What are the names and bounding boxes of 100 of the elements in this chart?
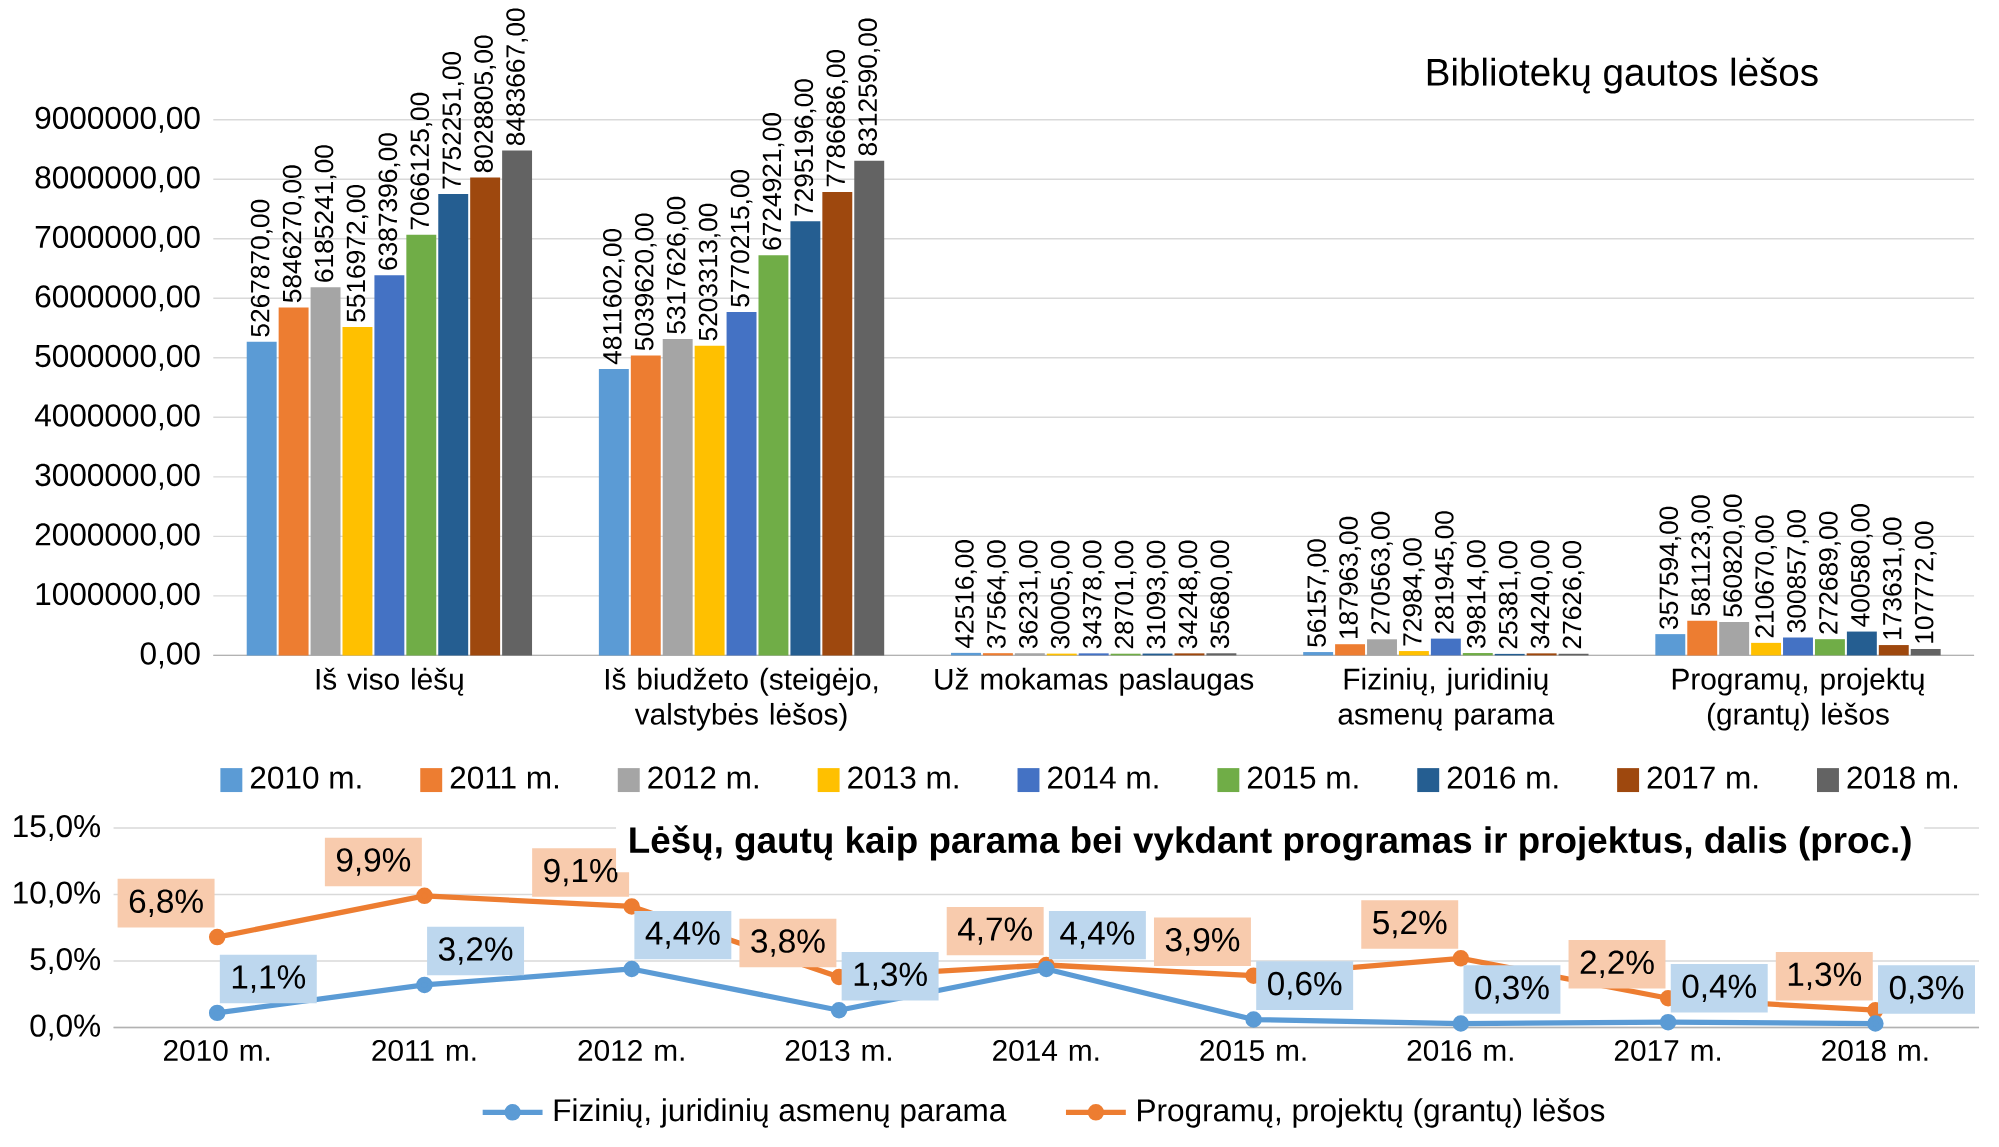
data-label: 4,7% xyxy=(957,917,1032,945)
point xyxy=(623,898,640,915)
bar xyxy=(1174,653,1205,656)
data-label: 30005,00 xyxy=(1050,540,1073,649)
y-tick-label: 15,0% xyxy=(14,814,101,841)
bar xyxy=(1655,634,1686,656)
y-tick-label: 8000000,00 xyxy=(35,166,200,193)
data-label: 6387396,00 xyxy=(378,133,401,270)
x-tick-label: 2014 m. xyxy=(993,1039,1099,1061)
legend-label: 2013 m. xyxy=(848,766,958,789)
data-label: 1,3% xyxy=(1788,962,1862,990)
data-label: 7295196,00 xyxy=(794,79,817,216)
legend-label: 2015 m. xyxy=(1247,766,1358,789)
legend-label: 2017 m. xyxy=(1647,766,1758,789)
bar xyxy=(1719,621,1750,656)
bar xyxy=(822,191,853,656)
data-label: 5267870,00 xyxy=(250,199,273,337)
x-tick-label: 2018 m. xyxy=(1822,1039,1928,1061)
bar xyxy=(342,326,373,656)
data-label: 1,3% xyxy=(854,962,927,990)
data-label: 357594,00 xyxy=(1659,506,1682,629)
bar xyxy=(1014,653,1045,656)
bar xyxy=(1878,644,1909,656)
bar xyxy=(1367,639,1397,656)
bar xyxy=(1783,637,1813,656)
bar xyxy=(1526,653,1557,656)
data-label: 3,9% xyxy=(1165,927,1240,956)
x-tick-label: Iš biudžeto (steigėjo, valstybės lėšos) xyxy=(605,667,878,731)
bar xyxy=(1303,651,1334,656)
x-tick-label: Programų, projektų (grantų) lėšos xyxy=(1672,667,1924,731)
data-label: 4,4% xyxy=(1060,921,1135,949)
x-tick-label: 2017 m. xyxy=(1614,1039,1721,1061)
data-label: 0,3% xyxy=(1889,975,1964,1004)
point xyxy=(1038,960,1055,978)
bar xyxy=(438,193,469,656)
y-tick-label: 9000000,00 xyxy=(35,106,200,133)
x-tick-label: 2016 m. xyxy=(1407,1039,1513,1061)
data-label: 36231,00 xyxy=(1018,540,1041,648)
data-label: 35680,00 xyxy=(1210,540,1233,648)
data-label: 1,1% xyxy=(232,965,306,993)
data-label: 34378,00 xyxy=(1082,540,1105,649)
x-tick-label: 2012 m. xyxy=(578,1039,684,1061)
bar xyxy=(598,368,629,656)
y-tick-label: 7000000,00 xyxy=(35,225,200,252)
data-label: 42516,00 xyxy=(955,539,977,648)
bar xyxy=(1687,620,1718,656)
data-label: 27626,00 xyxy=(1562,540,1585,649)
point xyxy=(416,976,433,994)
data-label: 0,6% xyxy=(1268,971,1342,1000)
bar xyxy=(278,307,309,656)
data-label: 31093,00 xyxy=(1146,540,1169,649)
legend-label: 2012 m. xyxy=(648,766,758,789)
chart-title: Lėšų, gautų kaip parama bei vykdant programas ir projektus, dalis (proc.) xyxy=(630,825,1911,861)
point xyxy=(1867,1015,1884,1032)
bar xyxy=(470,177,501,656)
data-label: 34240,00 xyxy=(1530,540,1553,649)
bar xyxy=(310,287,341,656)
data-label: 9,9% xyxy=(336,848,411,876)
bar xyxy=(1335,644,1366,656)
bar xyxy=(1206,653,1237,656)
point xyxy=(1245,1011,1262,1028)
bar xyxy=(246,341,277,656)
data-label: 9,1% xyxy=(544,858,618,887)
bar xyxy=(1398,650,1429,656)
bar xyxy=(502,150,533,656)
data-label: 6185241,00 xyxy=(314,145,337,282)
bar xyxy=(1078,653,1109,656)
y-tick-label: 1000000,00 xyxy=(36,582,200,609)
point xyxy=(623,960,640,978)
data-label: 187963,00 xyxy=(1339,516,1361,638)
data-label: 281945,00 xyxy=(1434,511,1457,633)
point xyxy=(830,1001,848,1019)
y-tick-label: 0,0% xyxy=(30,1014,101,1041)
point xyxy=(208,928,226,946)
y-tick-label: 3000000,00 xyxy=(35,463,200,490)
bar xyxy=(374,275,405,656)
legend-label: Programų, projektų (grantų) lėšos xyxy=(1138,1098,1605,1128)
bar xyxy=(1751,642,1782,656)
y-tick-label: 5000000,00 xyxy=(35,344,200,371)
bar xyxy=(726,311,757,656)
legend-label: Fizinių, juridinių asmenų parama xyxy=(554,1098,1007,1128)
data-label: 7066125,00 xyxy=(410,92,433,230)
data-label: 3,2% xyxy=(438,937,513,965)
bar xyxy=(1846,631,1877,656)
x-tick-label: Fizinių, juridinių asmenų parama xyxy=(1338,667,1555,731)
data-label: 56157,00 xyxy=(1307,539,1329,647)
x-tick-label: Iš viso lėšų xyxy=(316,667,464,696)
y-tick-label: 10,0% xyxy=(14,881,101,908)
data-label: 5516972,00 xyxy=(346,184,369,322)
data-label: 28701,00 xyxy=(1114,540,1137,649)
point xyxy=(1452,1015,1470,1032)
data-label: 3,8% xyxy=(751,929,825,957)
data-label: 4811602,00 xyxy=(602,228,625,365)
data-label: 6724921,00 xyxy=(762,112,785,250)
data-label: 2,2% xyxy=(1580,950,1654,979)
point xyxy=(1659,1013,1677,1031)
data-label: 560820,00 xyxy=(1723,494,1746,617)
data-label: 7786686,00 xyxy=(826,49,849,187)
data-label: 6,8% xyxy=(129,889,203,917)
legend-label: 2016 m. xyxy=(1447,766,1558,789)
